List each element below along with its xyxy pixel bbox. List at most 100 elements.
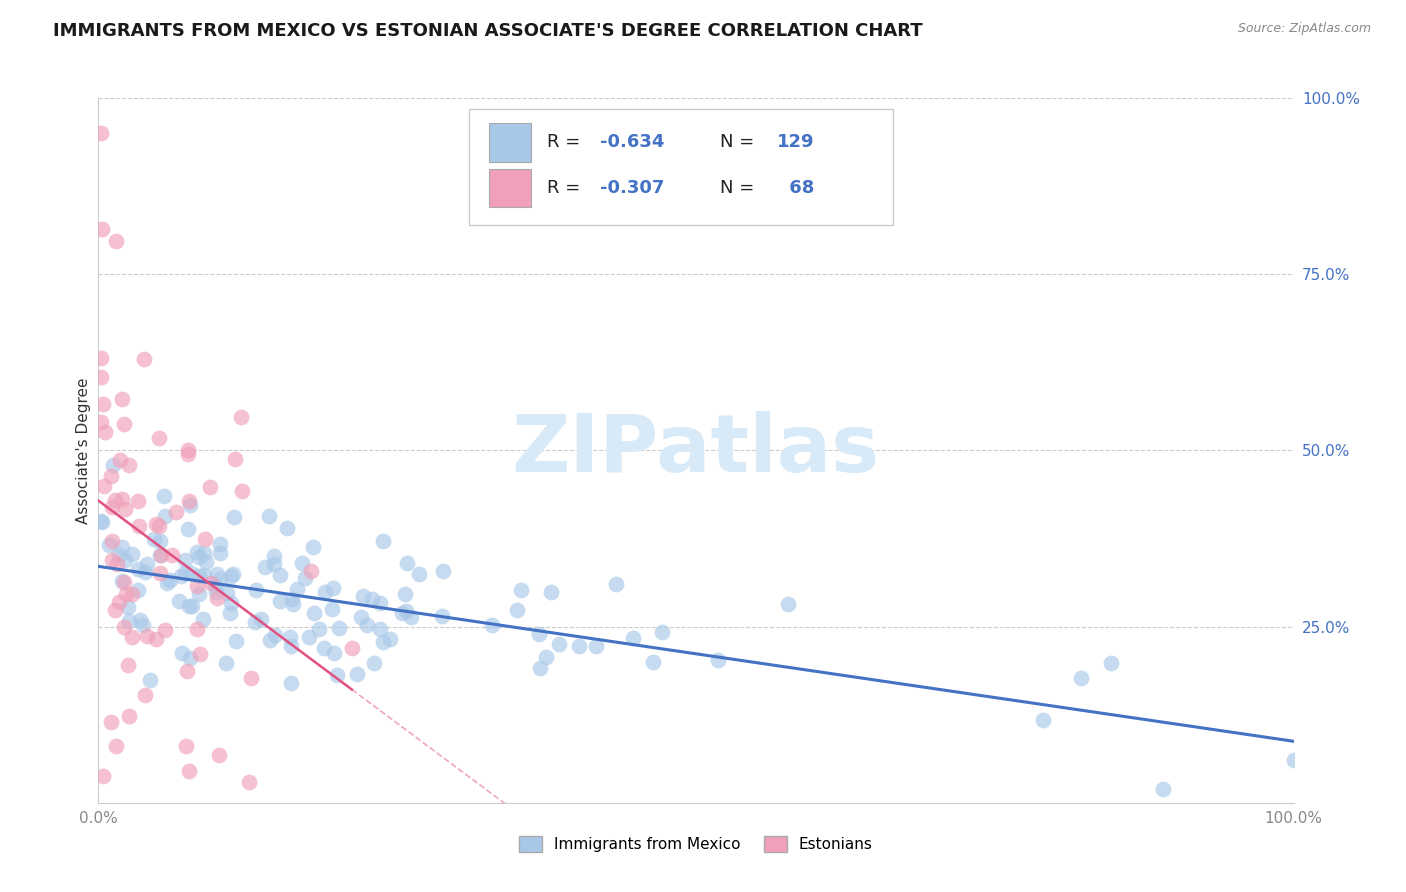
Point <box>1070 672 1092 686</box>
Point <box>224 451 246 466</box>
Point <box>280 675 302 690</box>
Point <box>776 597 799 611</box>
Point <box>128 519 150 533</box>
Point <box>153 489 176 503</box>
Point <box>219 569 242 583</box>
Point <box>139 673 162 687</box>
Point <box>399 610 422 624</box>
Point <box>363 656 385 670</box>
Point <box>101 553 124 567</box>
Point <box>187 569 209 583</box>
Point <box>136 629 159 643</box>
Point <box>114 501 136 516</box>
Point <box>177 494 200 508</box>
Point <box>568 639 591 653</box>
Point <box>294 571 316 585</box>
Point <box>135 558 157 572</box>
Point <box>205 591 228 605</box>
Point <box>225 634 247 648</box>
Point <box>193 567 215 582</box>
Point <box>285 582 308 596</box>
Point <box>373 534 395 549</box>
Point <box>149 566 172 581</box>
Point <box>100 714 122 729</box>
Point <box>112 574 135 589</box>
Point <box>160 549 183 563</box>
Point <box>707 653 730 667</box>
Point <box>250 612 273 626</box>
Point <box>174 553 197 567</box>
Point <box>340 641 363 656</box>
Point <box>149 548 172 562</box>
Point <box>118 614 141 628</box>
Text: R =: R = <box>547 133 585 151</box>
Point <box>159 574 181 588</box>
Point <box>132 351 155 366</box>
Point <box>314 640 336 655</box>
Point <box>430 608 453 623</box>
Point <box>259 633 281 648</box>
Point <box>127 583 149 598</box>
FancyBboxPatch shape <box>489 123 531 161</box>
Point <box>117 600 139 615</box>
Point <box>150 548 173 562</box>
Point <box>177 447 200 461</box>
Point <box>643 655 665 669</box>
Text: 68: 68 <box>783 179 814 197</box>
Point <box>174 739 197 754</box>
Point <box>321 601 343 615</box>
Point <box>108 452 131 467</box>
Point <box>219 596 242 610</box>
FancyBboxPatch shape <box>470 109 893 225</box>
Point <box>145 517 167 532</box>
Point <box>90 222 112 236</box>
Point <box>222 566 245 581</box>
Point <box>408 566 430 581</box>
Point <box>371 635 394 649</box>
Point <box>208 572 231 586</box>
Point <box>191 612 214 626</box>
Point <box>117 458 139 473</box>
Point <box>394 605 416 619</box>
Point <box>208 748 231 763</box>
Point <box>180 599 202 613</box>
Point <box>239 671 262 685</box>
Point <box>190 647 212 661</box>
Point <box>145 632 167 646</box>
Point <box>179 498 201 512</box>
Point <box>186 579 208 593</box>
Point <box>281 598 304 612</box>
Point <box>208 537 231 551</box>
Point <box>177 523 200 537</box>
Point <box>278 631 301 645</box>
Point <box>200 576 222 591</box>
Text: -0.307: -0.307 <box>600 179 665 197</box>
Point <box>1032 713 1054 727</box>
Point <box>360 591 382 606</box>
Point <box>238 774 260 789</box>
Point <box>177 764 200 778</box>
Point <box>243 615 266 629</box>
Point <box>263 558 285 572</box>
Text: IMMIGRANTS FROM MEXICO VS ESTONIAN ASSOCIATE'S DEGREE CORRELATION CHART: IMMIGRANTS FROM MEXICO VS ESTONIAN ASSOC… <box>53 22 924 40</box>
Point <box>170 646 193 660</box>
FancyBboxPatch shape <box>489 169 531 207</box>
Point <box>204 579 226 593</box>
Point <box>540 584 562 599</box>
Point <box>269 567 291 582</box>
Point <box>217 586 239 600</box>
Point <box>121 630 143 644</box>
Point <box>298 630 321 644</box>
Point <box>215 656 238 670</box>
Point <box>100 469 122 483</box>
Point <box>269 594 291 608</box>
Point <box>112 619 135 633</box>
Point <box>548 636 571 650</box>
Point <box>188 587 211 601</box>
Point <box>368 622 391 636</box>
Point <box>98 538 121 552</box>
Point <box>651 625 673 640</box>
Point <box>93 479 115 493</box>
Text: N =: N = <box>720 179 759 197</box>
Point <box>394 587 416 601</box>
